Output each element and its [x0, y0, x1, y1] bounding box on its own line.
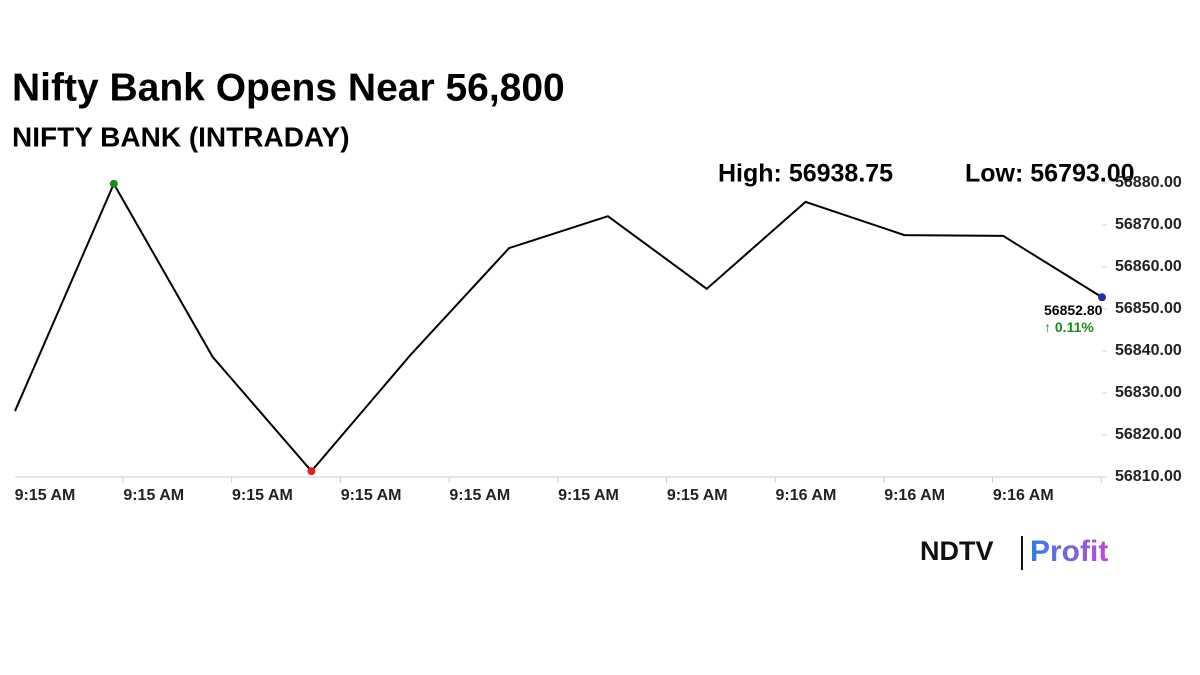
y-tick-label: 56810.00 — [1115, 468, 1182, 485]
logo-product: Profit — [1030, 535, 1108, 568]
price-line — [14, 181, 1103, 473]
low-dot — [307, 467, 316, 476]
x-tick-label: 9:15 AM — [232, 487, 293, 504]
logo-brand: NDTV — [920, 536, 994, 566]
y-tick-label: 56850.00 — [1115, 300, 1182, 317]
last-value-label: 56852.80 — [1044, 302, 1103, 318]
y-tick-label: 56830.00 — [1115, 384, 1182, 401]
x-tick-label: 9:15 AM — [123, 487, 184, 504]
x-tick-label: 9:15 AM — [341, 487, 402, 504]
y-tick-label: 56840.00 — [1115, 342, 1182, 359]
x-tick-label: 9:15 AM — [558, 487, 619, 504]
x-tick-label: 9:16 AM — [993, 487, 1054, 504]
y-tick-label: 56880.00 — [1115, 174, 1182, 191]
y-tick-label: 56870.00 — [1115, 216, 1182, 233]
x-tick-label: 9:15 AM — [449, 487, 510, 504]
x-tick-label: 9:16 AM — [776, 487, 837, 504]
x-tick-label: 9:15 AM — [667, 487, 728, 504]
y-tick-label: 56820.00 — [1115, 426, 1182, 443]
high-annotation: High: 56938.75 — [718, 160, 893, 188]
chart-title: Nifty Bank Opens Near 56,800 — [12, 66, 565, 109]
x-tick-label: 9:16 AM — [884, 487, 945, 504]
high-dot — [109, 179, 118, 188]
last-dot — [1098, 293, 1106, 302]
y-tick-label: 56860.00 — [1115, 258, 1182, 275]
change-label: ↑ 0.11% — [1044, 319, 1094, 335]
x-tick-label: 9:15 AM — [15, 487, 76, 504]
low-annotation: Low: 56793.00 — [965, 160, 1135, 188]
chart-subtitle: NIFTY BANK (INTRADAY) — [12, 121, 350, 152]
